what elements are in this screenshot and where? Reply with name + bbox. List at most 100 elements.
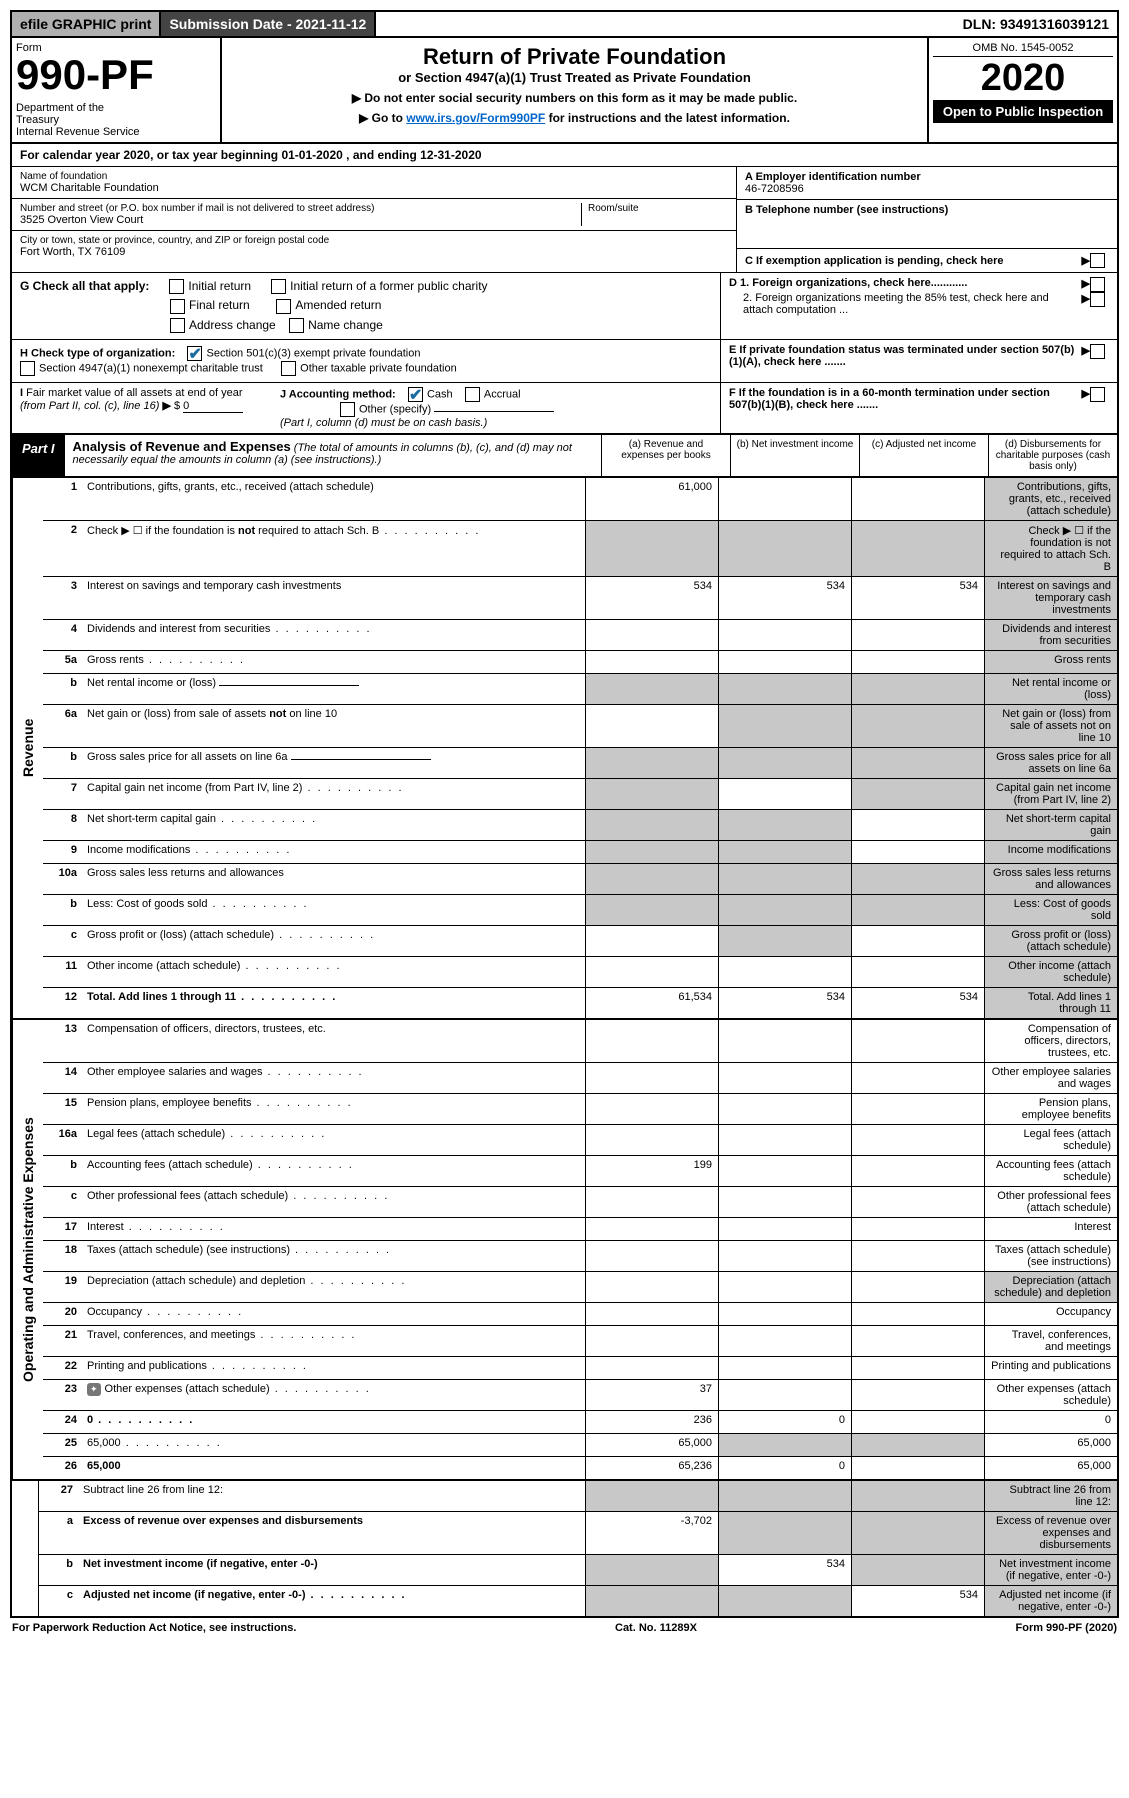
- cell-b: [718, 1187, 851, 1217]
- expenses-table: Operating and Administrative Expenses 13…: [10, 1020, 1119, 1481]
- cell-d: Net short-term capital gain: [984, 810, 1117, 840]
- cell-b: 0: [718, 1457, 851, 1479]
- cell-c: [851, 620, 984, 650]
- row-desc: Legal fees (attach schedule): [83, 1125, 585, 1155]
- cell-d: 0: [984, 1411, 1117, 1433]
- table-row: 1 Contributions, gifts, grants, etc., re…: [43, 478, 1117, 521]
- address-change-cb[interactable]: [170, 318, 185, 333]
- table-row: 24 0 23600: [43, 1411, 1117, 1434]
- cell-c: [851, 478, 984, 520]
- e-checkbox[interactable]: [1090, 344, 1105, 359]
- row-number: 17: [43, 1218, 83, 1240]
- row-number: 12: [43, 988, 83, 1018]
- col-b-header: (b) Net investment income: [730, 435, 859, 476]
- row-number: 6a: [43, 705, 83, 747]
- cell-c: [851, 1125, 984, 1155]
- d2-checkbox[interactable]: [1090, 292, 1105, 307]
- cell-c: [851, 748, 984, 778]
- cell-a: 65,236: [585, 1457, 718, 1479]
- cell-a: [585, 1326, 718, 1356]
- row-desc: Total. Add lines 1 through 11: [83, 988, 585, 1018]
- row-number: 8: [43, 810, 83, 840]
- goto-note: ▶ Go to www.irs.gov/Form990PF for instru…: [228, 111, 921, 125]
- cell-b: [718, 478, 851, 520]
- fmv-value: 0: [183, 400, 243, 413]
- cell-d: Capital gain net income (from Part IV, l…: [984, 779, 1117, 809]
- initial-return-cb[interactable]: [169, 279, 184, 294]
- cell-a: [585, 1020, 718, 1062]
- row-desc: Less: Cost of goods sold: [83, 895, 585, 925]
- efile-label[interactable]: efile GRAPHIC print: [12, 12, 161, 36]
- accrual-cb[interactable]: [465, 387, 480, 402]
- d1-label: D 1. Foreign organizations, check here..…: [729, 277, 967, 289]
- 501c3-cb[interactable]: [187, 346, 202, 361]
- cell-b: [718, 779, 851, 809]
- cell-b: [718, 651, 851, 673]
- room-label: Room/suite: [588, 203, 728, 214]
- cell-b: 0: [718, 1411, 851, 1433]
- cell-d: Subtract line 26 from line 12:: [984, 1481, 1117, 1511]
- irs-link[interactable]: www.irs.gov/Form990PF: [406, 111, 545, 125]
- h-section: H Check type of organization: Section 50…: [10, 340, 1119, 383]
- expenses-side-label: Operating and Administrative Expenses: [12, 1020, 43, 1479]
- cell-d: Other professional fees (attach schedule…: [984, 1187, 1117, 1217]
- cell-a: 534: [585, 577, 718, 619]
- f-checkbox[interactable]: [1090, 387, 1105, 402]
- cell-c: [851, 895, 984, 925]
- row-desc: Adjusted net income (if negative, enter …: [79, 1586, 585, 1616]
- cell-a: [585, 1357, 718, 1379]
- cell-b: [718, 957, 851, 987]
- c-checkbox[interactable]: [1090, 253, 1105, 268]
- e-label: E If private foundation status was termi…: [729, 344, 1074, 368]
- final-return-cb[interactable]: [170, 299, 185, 314]
- row-desc: Capital gain net income (from Part IV, l…: [83, 779, 585, 809]
- other-method-cb[interactable]: [340, 402, 355, 417]
- col-a-header: (a) Revenue and expenses per books: [601, 435, 730, 476]
- cell-b: [718, 705, 851, 747]
- cell-a: [585, 1481, 718, 1511]
- cell-d: Net investment income (if negative, ente…: [984, 1555, 1117, 1585]
- line27-table: 27 Subtract line 26 from line 12: Subtra…: [10, 1481, 1119, 1618]
- name-change-cb[interactable]: [289, 318, 304, 333]
- other-taxable-cb[interactable]: [281, 361, 296, 376]
- h-label: H Check type of organization:: [20, 347, 175, 359]
- amended-return-cb[interactable]: [276, 299, 291, 314]
- table-row: 4 Dividends and interest from securities…: [43, 620, 1117, 651]
- d1-checkbox[interactable]: [1090, 277, 1105, 292]
- row-desc: Subtract line 26 from line 12:: [79, 1481, 585, 1511]
- row-number: 14: [43, 1063, 83, 1093]
- 4947-cb[interactable]: [20, 361, 35, 376]
- table-row: b Accounting fees (attach schedule) 199A…: [43, 1156, 1117, 1187]
- cell-a: [585, 810, 718, 840]
- row-desc: Check ▶ ☐ if the foundation is not requi…: [83, 521, 585, 576]
- row-number: 1: [43, 478, 83, 520]
- cell-b: [718, 841, 851, 863]
- cell-a: [585, 620, 718, 650]
- ein-label: A Employer identification number: [745, 171, 1109, 183]
- row-desc: Gross sales price for all assets on line…: [83, 748, 585, 778]
- cell-d: Legal fees (attach schedule): [984, 1125, 1117, 1155]
- initial-former-cb[interactable]: [271, 279, 286, 294]
- attachment-icon[interactable]: ✦: [87, 1383, 101, 1396]
- cash-cb[interactable]: [408, 387, 423, 402]
- form-ref: Form 990-PF (2020): [1016, 1622, 1117, 1634]
- cell-c: [851, 1512, 984, 1554]
- cell-c: 534: [851, 577, 984, 619]
- submission-date: Submission Date - 2021-11-12: [161, 12, 376, 36]
- cell-c: [851, 779, 984, 809]
- cell-c: [851, 705, 984, 747]
- tax-year: 2020: [933, 57, 1113, 100]
- cell-b: [718, 748, 851, 778]
- table-row: 8 Net short-term capital gain Net short-…: [43, 810, 1117, 841]
- row-number: 18: [43, 1241, 83, 1271]
- row-number: 7: [43, 779, 83, 809]
- row-desc: Travel, conferences, and meetings: [83, 1326, 585, 1356]
- row-desc: Depreciation (attach schedule) and deple…: [83, 1272, 585, 1302]
- cell-a: [585, 895, 718, 925]
- cell-b: [718, 895, 851, 925]
- cell-a: [585, 1272, 718, 1302]
- cell-b: [718, 810, 851, 840]
- row-desc: Compensation of officers, directors, tru…: [83, 1020, 585, 1062]
- cell-d: Dividends and interest from securities: [984, 620, 1117, 650]
- table-row: 9 Income modifications Income modificati…: [43, 841, 1117, 864]
